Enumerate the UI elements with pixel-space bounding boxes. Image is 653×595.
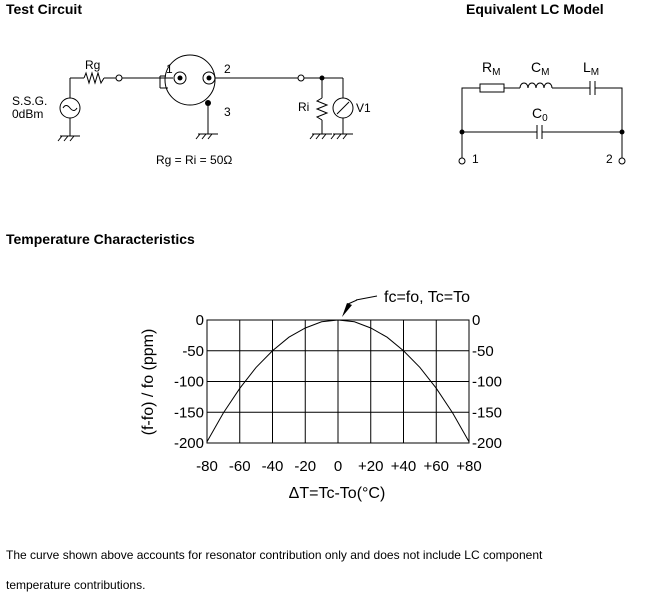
ri-resistor-symbol bbox=[315, 97, 329, 121]
y-tick-label-right: -100 bbox=[472, 374, 502, 391]
y-tick-label-left: -100 bbox=[174, 374, 204, 391]
test-circuit-diagram: Rg S.S.G. 0dBm 1 2 3 Ri V1 Rg = Ri = 50Ω bbox=[12, 54, 371, 167]
annotation-arrow-icon bbox=[342, 303, 352, 317]
test-circuit-heading: Test Circuit bbox=[6, 1, 82, 17]
lc-model-diagram: RM CM LM C0 1 2 bbox=[458, 59, 626, 166]
y-tick-label-left: -50 bbox=[182, 343, 204, 360]
y-tick-label-right: 0 bbox=[472, 312, 480, 329]
y-tick-label-left: 0 bbox=[196, 312, 204, 329]
rm-label: RM bbox=[482, 59, 500, 78]
co-label: C0 bbox=[532, 105, 548, 124]
terminal-2 bbox=[618, 157, 626, 165]
cm-inductor-symbol bbox=[519, 82, 553, 89]
y-tick-label-right: -150 bbox=[472, 404, 502, 421]
y-tick-label-right: -200 bbox=[472, 435, 502, 452]
rg-resistor-symbol bbox=[83, 71, 105, 85]
footnote-line-1: The curve shown above accounts for reson… bbox=[6, 548, 543, 562]
y-tick-label-left: -200 bbox=[174, 435, 204, 452]
x-tick-label: +40 bbox=[391, 458, 416, 475]
lm-label: LM bbox=[583, 59, 599, 78]
cm-label: CM bbox=[531, 59, 549, 78]
y-axis-label: (f-fo) / fo (ppm) bbox=[140, 329, 157, 436]
footnote-line-2: temperature contributions. bbox=[6, 578, 146, 592]
x-tick-label: +80 bbox=[456, 458, 481, 475]
ssg-level-label: 0dBm bbox=[12, 107, 43, 121]
terminal-1 bbox=[458, 157, 466, 165]
x-tick-label: +60 bbox=[424, 458, 449, 475]
peak-annotation: fc=fo, Tc=To bbox=[384, 289, 470, 306]
x-tick-label: -80 bbox=[196, 458, 218, 475]
pin-2-label: 2 bbox=[224, 62, 231, 76]
temperature-chart: -80 -60 -40 -20 0 +20 +40 +60 +80 0-50-100-150-2… bbox=[140, 289, 502, 502]
x-axis-label: ΔT=Tc-To(°C) bbox=[289, 485, 386, 502]
ssg-label: S.S.G. bbox=[12, 94, 47, 108]
terminal-1-label: 1 bbox=[472, 152, 479, 166]
x-tick-label: -40 bbox=[262, 458, 284, 475]
x-tick-label: 0 bbox=[334, 458, 342, 475]
x-tick-label: -60 bbox=[229, 458, 251, 475]
pin-1-label: 1 bbox=[166, 62, 173, 76]
v1-label: V1 bbox=[356, 101, 371, 115]
x-tick-label: +20 bbox=[358, 458, 383, 475]
pin-3-label: 3 bbox=[224, 105, 231, 119]
resistance-equation: Rg = Ri = 50Ω bbox=[156, 153, 232, 167]
rg-label: Rg bbox=[85, 58, 100, 72]
terminal-2-label: 2 bbox=[606, 152, 613, 166]
x-tick-label: -20 bbox=[294, 458, 316, 475]
lc-model-heading: Equivalent LC Model bbox=[466, 1, 604, 17]
y-tick-label-right: -50 bbox=[472, 343, 494, 360]
temperature-heading: Temperature Characteristics bbox=[6, 231, 195, 247]
pin-1-terminal bbox=[173, 71, 187, 85]
annotation-leader bbox=[355, 295, 378, 301]
series-line bbox=[206, 319, 470, 443]
ri-label: Ri bbox=[298, 100, 309, 114]
y-tick-label-left: -150 bbox=[174, 404, 204, 421]
